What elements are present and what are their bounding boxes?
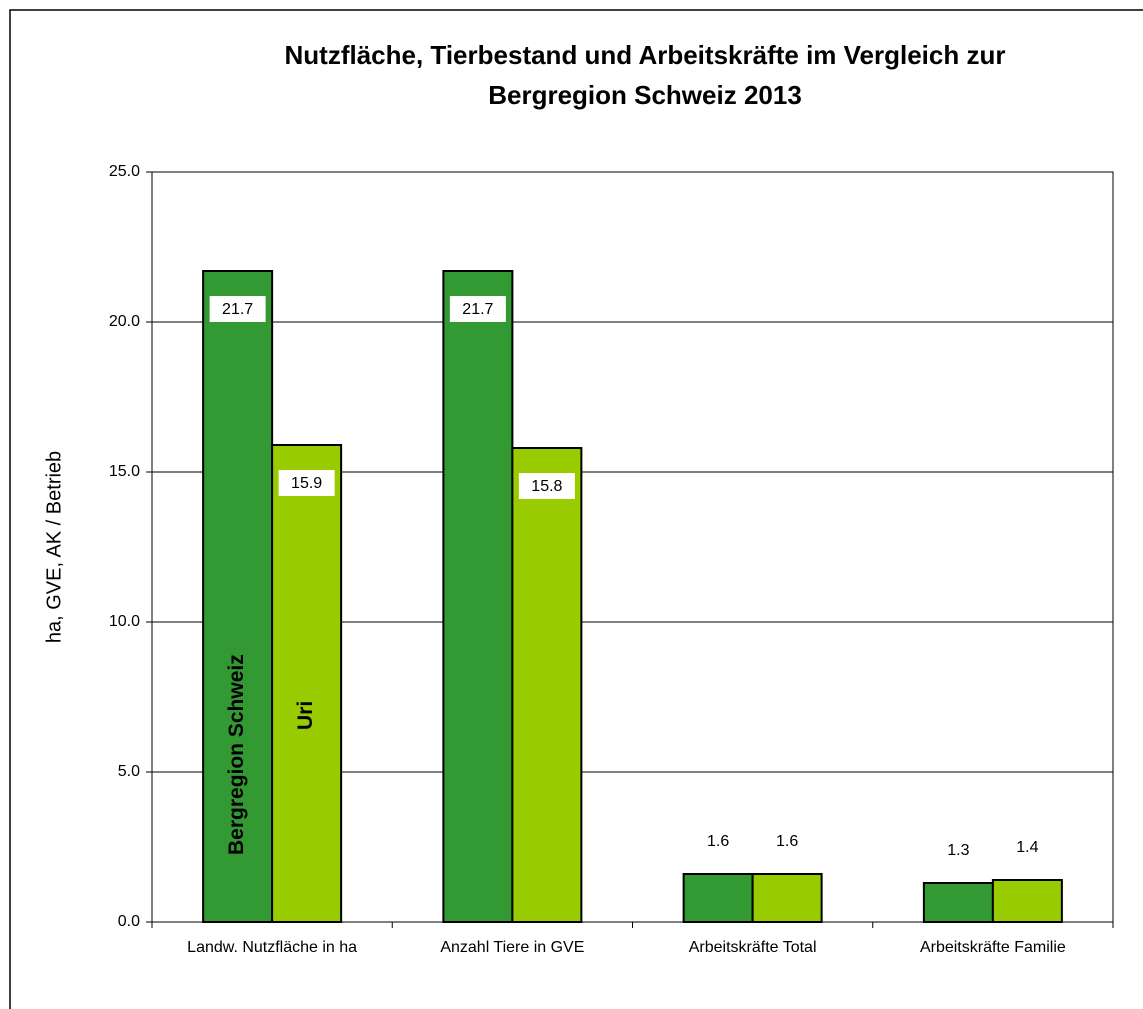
bar xyxy=(922,882,994,923)
value-label-box xyxy=(449,296,506,322)
value-label: 1.6 xyxy=(707,833,729,850)
y-tick-label: 15.0 xyxy=(109,463,140,480)
y-tick-label: 0.0 xyxy=(118,913,140,930)
bar xyxy=(991,879,1063,923)
frame xyxy=(9,9,1143,1009)
value-label: 21.7 xyxy=(222,301,253,318)
y-tick-label: 20.0 xyxy=(109,313,140,330)
chart-title: Bergregion Schweiz 2013 xyxy=(488,80,802,110)
bar xyxy=(511,447,583,923)
bar xyxy=(751,873,823,923)
value-label: 15.9 xyxy=(291,475,322,492)
y-tick-label: 10.0 xyxy=(109,613,140,630)
y-tick-label: 5.0 xyxy=(118,763,140,780)
value-label: 1.3 xyxy=(947,842,969,859)
y-tick-label: 25.0 xyxy=(109,163,140,180)
value-label-box xyxy=(278,470,335,496)
value-label: 1.4 xyxy=(1016,839,1038,856)
x-tick-label: Anzahl Tiere in GVE xyxy=(440,939,584,956)
x-tick-label: Arbeitskräfte Familie xyxy=(920,939,1066,956)
value-label-box xyxy=(518,473,575,499)
x-tick-label: Landw. Nutzfläche in ha xyxy=(187,939,357,956)
value-label: 15.8 xyxy=(531,478,562,495)
x-tick-label: Arbeitskräfte Total xyxy=(689,939,817,956)
value-label-box xyxy=(209,296,266,322)
bar xyxy=(202,270,274,923)
series-name: Uri xyxy=(294,701,317,730)
bar xyxy=(442,270,514,923)
bar xyxy=(682,873,754,923)
value-label: 1.6 xyxy=(776,833,798,850)
value-label: 21.7 xyxy=(462,301,493,318)
bar xyxy=(271,444,343,923)
chart-title: Nutzfläche, Tierbestand und Arbeitskräft… xyxy=(285,40,1006,70)
y-axis-label: ha, GVE, AK / Betrieb xyxy=(43,451,65,643)
series-name: Bergregion Schweiz xyxy=(225,654,248,855)
